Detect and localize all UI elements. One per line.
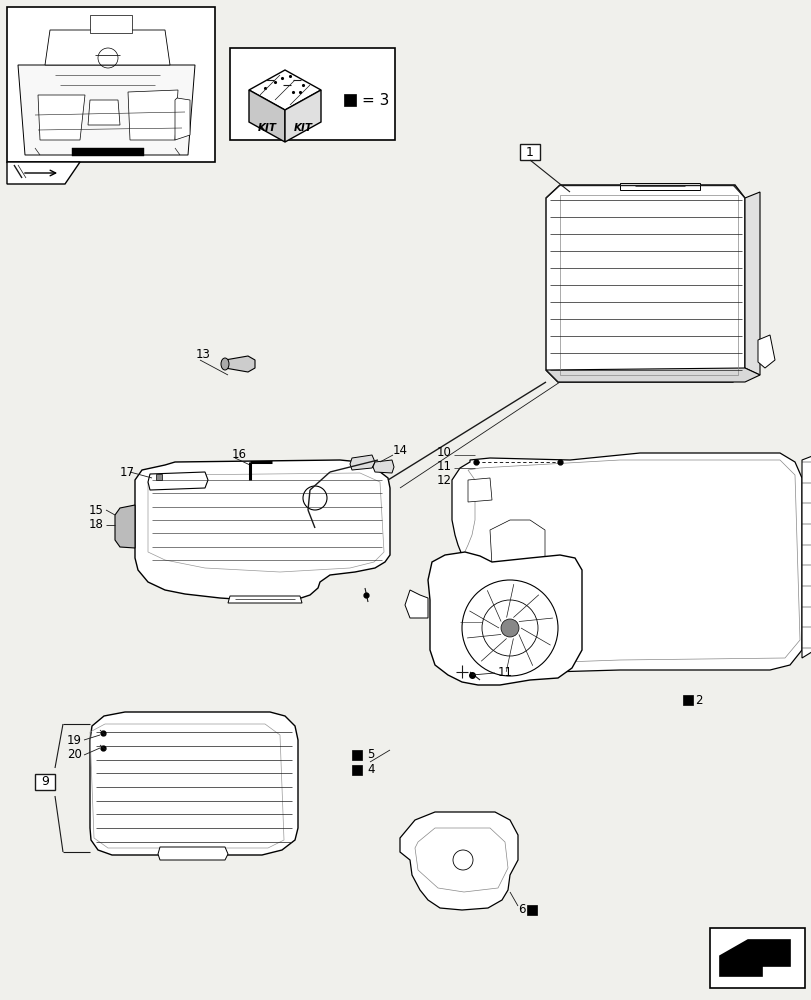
Polygon shape — [460, 608, 482, 635]
Text: 6: 6 — [517, 903, 525, 916]
Polygon shape — [88, 100, 120, 125]
Polygon shape — [38, 95, 85, 140]
Bar — [35, 774, 55, 790]
Text: 13: 13 — [195, 349, 211, 361]
Polygon shape — [45, 30, 169, 65]
Text: 19: 19 — [67, 734, 82, 746]
Polygon shape — [175, 98, 190, 140]
Text: 2: 2 — [694, 694, 702, 706]
Polygon shape — [620, 183, 699, 190]
Polygon shape — [405, 590, 427, 618]
Text: 9: 9 — [41, 775, 49, 788]
Bar — [519, 144, 539, 160]
Polygon shape — [719, 940, 789, 976]
Polygon shape — [158, 847, 228, 860]
Bar — [90, 15, 132, 33]
Polygon shape — [467, 478, 491, 502]
Polygon shape — [757, 335, 774, 368]
Text: 14: 14 — [393, 444, 407, 456]
Polygon shape — [7, 162, 80, 184]
Bar — [72, 148, 144, 156]
Polygon shape — [400, 812, 517, 910]
Text: KIT: KIT — [257, 123, 277, 133]
Text: 20: 20 — [67, 748, 82, 762]
Polygon shape — [228, 596, 302, 603]
Polygon shape — [135, 460, 389, 600]
Text: 15: 15 — [89, 504, 104, 516]
Polygon shape — [90, 712, 298, 855]
Text: 12: 12 — [436, 474, 452, 487]
Text: 17: 17 — [120, 466, 135, 479]
Text: 10: 10 — [436, 446, 452, 458]
Text: 5: 5 — [367, 748, 374, 762]
Polygon shape — [372, 460, 393, 473]
Polygon shape — [225, 356, 255, 372]
Bar — [230, 48, 394, 140]
Bar — [526, 905, 536, 915]
Polygon shape — [545, 185, 744, 382]
Text: 11: 11 — [497, 666, 513, 680]
Ellipse shape — [221, 358, 229, 370]
Polygon shape — [489, 520, 544, 575]
Polygon shape — [148, 472, 208, 490]
Polygon shape — [744, 192, 759, 375]
Text: KIT: KIT — [293, 123, 312, 133]
Bar — [344, 94, 355, 106]
Polygon shape — [801, 455, 811, 658]
Polygon shape — [115, 505, 135, 548]
Polygon shape — [427, 552, 581, 685]
Bar — [7, 7, 215, 162]
Bar — [682, 695, 692, 705]
Bar — [351, 765, 362, 775]
Text: 11: 11 — [436, 460, 452, 473]
Polygon shape — [285, 90, 320, 142]
Bar — [351, 750, 362, 760]
Polygon shape — [18, 65, 195, 155]
Polygon shape — [249, 70, 320, 110]
Polygon shape — [128, 90, 178, 140]
Polygon shape — [249, 90, 285, 142]
Text: = 3: = 3 — [362, 93, 389, 108]
Text: 18: 18 — [89, 518, 104, 532]
Circle shape — [500, 619, 518, 637]
Polygon shape — [156, 474, 162, 480]
Text: 1: 1 — [526, 146, 534, 159]
Polygon shape — [545, 368, 759, 382]
Polygon shape — [452, 453, 801, 680]
Text: 16: 16 — [232, 448, 247, 462]
Text: 4: 4 — [367, 763, 374, 776]
Polygon shape — [350, 455, 375, 470]
Bar — [709, 928, 804, 988]
